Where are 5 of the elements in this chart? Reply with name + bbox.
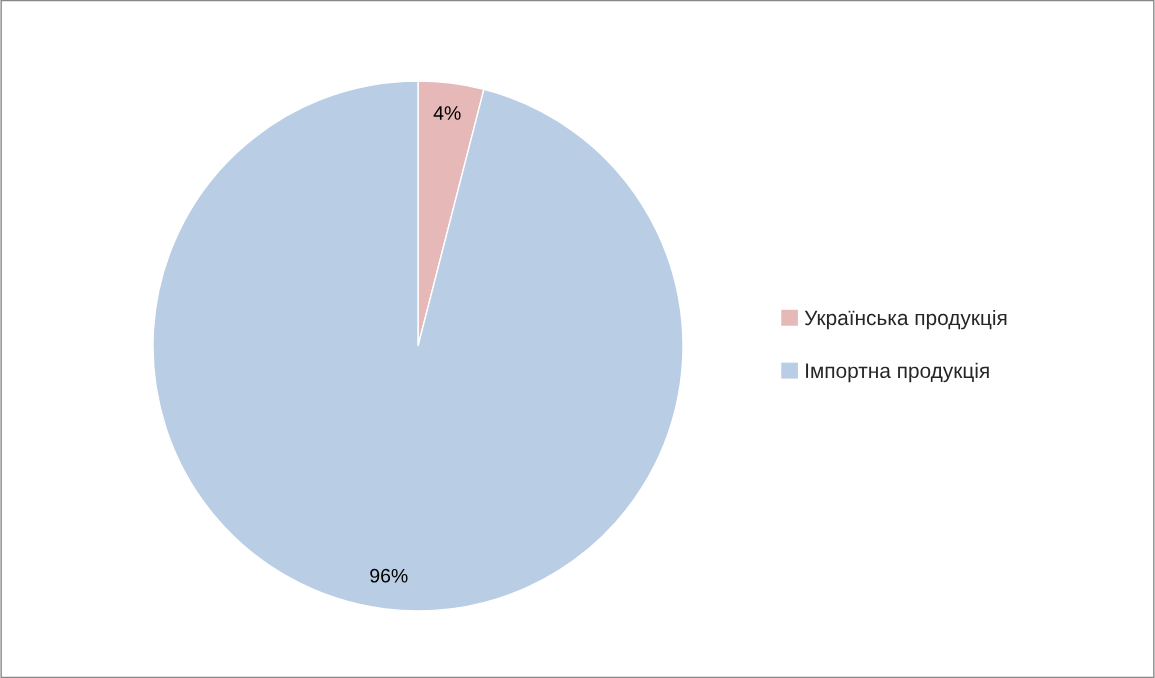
pie-slice <box>152 80 684 612</box>
legend-label: Українська продукція <box>804 309 1007 330</box>
legend-label: Імпортна продукція <box>806 362 989 383</box>
data-label: 96% <box>370 568 408 583</box>
data-label: 4% <box>433 106 461 120</box>
